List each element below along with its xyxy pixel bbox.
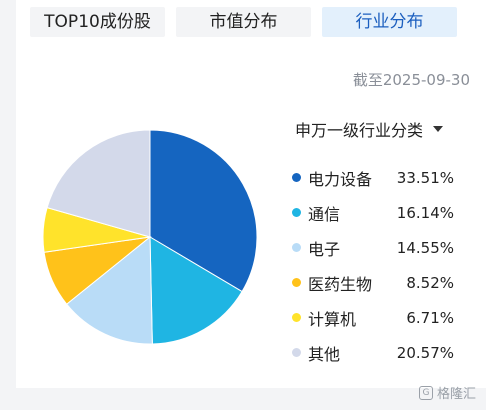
watermark-logo-icon: G (418, 385, 433, 400)
pie-slice-0[interactable] (149, 129, 258, 293)
tab-industry-distribution[interactable]: 行业分布 (322, 7, 457, 37)
pie-legend: 电力设备 33.51% 通信 16.14% 电子 14.55% 医药生物 8.52% 计算机 6.… (292, 160, 454, 370)
legend-label: 通信 (308, 204, 341, 224)
legend-item: 电子 14.55% (292, 230, 454, 265)
legend-label: 计算机 (308, 309, 357, 329)
legend-dot-icon (292, 173, 301, 182)
tab-bar: TOP10成份股 市值分布 行业分布 (30, 7, 457, 37)
legend-label: 其他 (308, 344, 341, 364)
legend-dot-icon (292, 243, 301, 252)
caret-down-icon (433, 126, 444, 132)
industry-distribution-card: TOP10成份股 市值分布 行业分布 截至2025-09-30 申万一级行业分类… (16, 0, 486, 388)
legend-value: 16.14% (396, 203, 454, 222)
pie-slice-2[interactable] (66, 235, 153, 345)
legend-value: 6.71% (406, 308, 454, 327)
legend-dot-icon (292, 348, 301, 357)
legend-value: 20.57% (396, 343, 454, 362)
legend-value: 14.55% (396, 238, 454, 257)
legend-item: 计算机 6.71% (292, 300, 454, 335)
classification-dropdown[interactable]: 申万一级行业分类 (295, 117, 444, 141)
legend-item: 医药生物 8.52% (292, 265, 454, 300)
legend-value: 8.52% (406, 273, 454, 292)
bottom-strip (0, 388, 486, 410)
legend-dot-icon (292, 313, 301, 322)
legend-item: 通信 16.14% (292, 195, 454, 230)
classification-label: 申万一级行业分类 (295, 121, 424, 140)
legend-label: 电力设备 (308, 169, 373, 189)
legend-item: 其他 20.57% (292, 335, 454, 370)
legend-dot-icon (292, 208, 301, 217)
watermark: G 格隆汇 (418, 383, 476, 402)
legend-label: 电子 (308, 239, 341, 259)
legend-value: 33.51% (396, 168, 454, 187)
as-of-date: 截至2025-09-30 (352, 71, 470, 89)
pie-slice-1[interactable] (149, 236, 243, 345)
watermark-text: 格隆汇 (436, 387, 476, 402)
legend-dot-icon (292, 278, 301, 287)
legend-item: 电力设备 33.51% (292, 160, 454, 195)
pie-slice-5[interactable] (46, 129, 151, 238)
industry-pie-chart (42, 129, 258, 345)
legend-label: 医药生物 (308, 274, 373, 294)
tab-top10-holdings[interactable]: TOP10成份股 (30, 7, 165, 37)
tab-market-cap-distribution[interactable]: 市值分布 (176, 7, 311, 37)
